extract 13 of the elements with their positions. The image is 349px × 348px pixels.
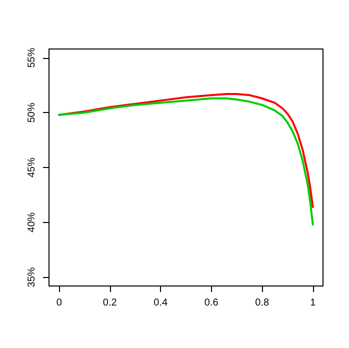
x-tick-label: 0.8 [255,298,270,308]
x-tick-label: 1 [310,298,316,308]
x-tick-label: 0.4 [154,298,168,308]
x-tick-label: 0 [56,298,62,308]
y-tick-label: 55% [26,48,38,68]
line-series [58,92,314,208]
y-tick-label: 40% [26,212,38,232]
x-tick-label: 0.6 [204,298,219,308]
line-series [58,97,314,226]
y-tick-label: 35% [26,267,38,288]
x-tick-label: 0.2 [102,298,118,308]
y-tick-label: 45% [26,157,38,178]
y-tick-label: 50% [26,102,38,123]
